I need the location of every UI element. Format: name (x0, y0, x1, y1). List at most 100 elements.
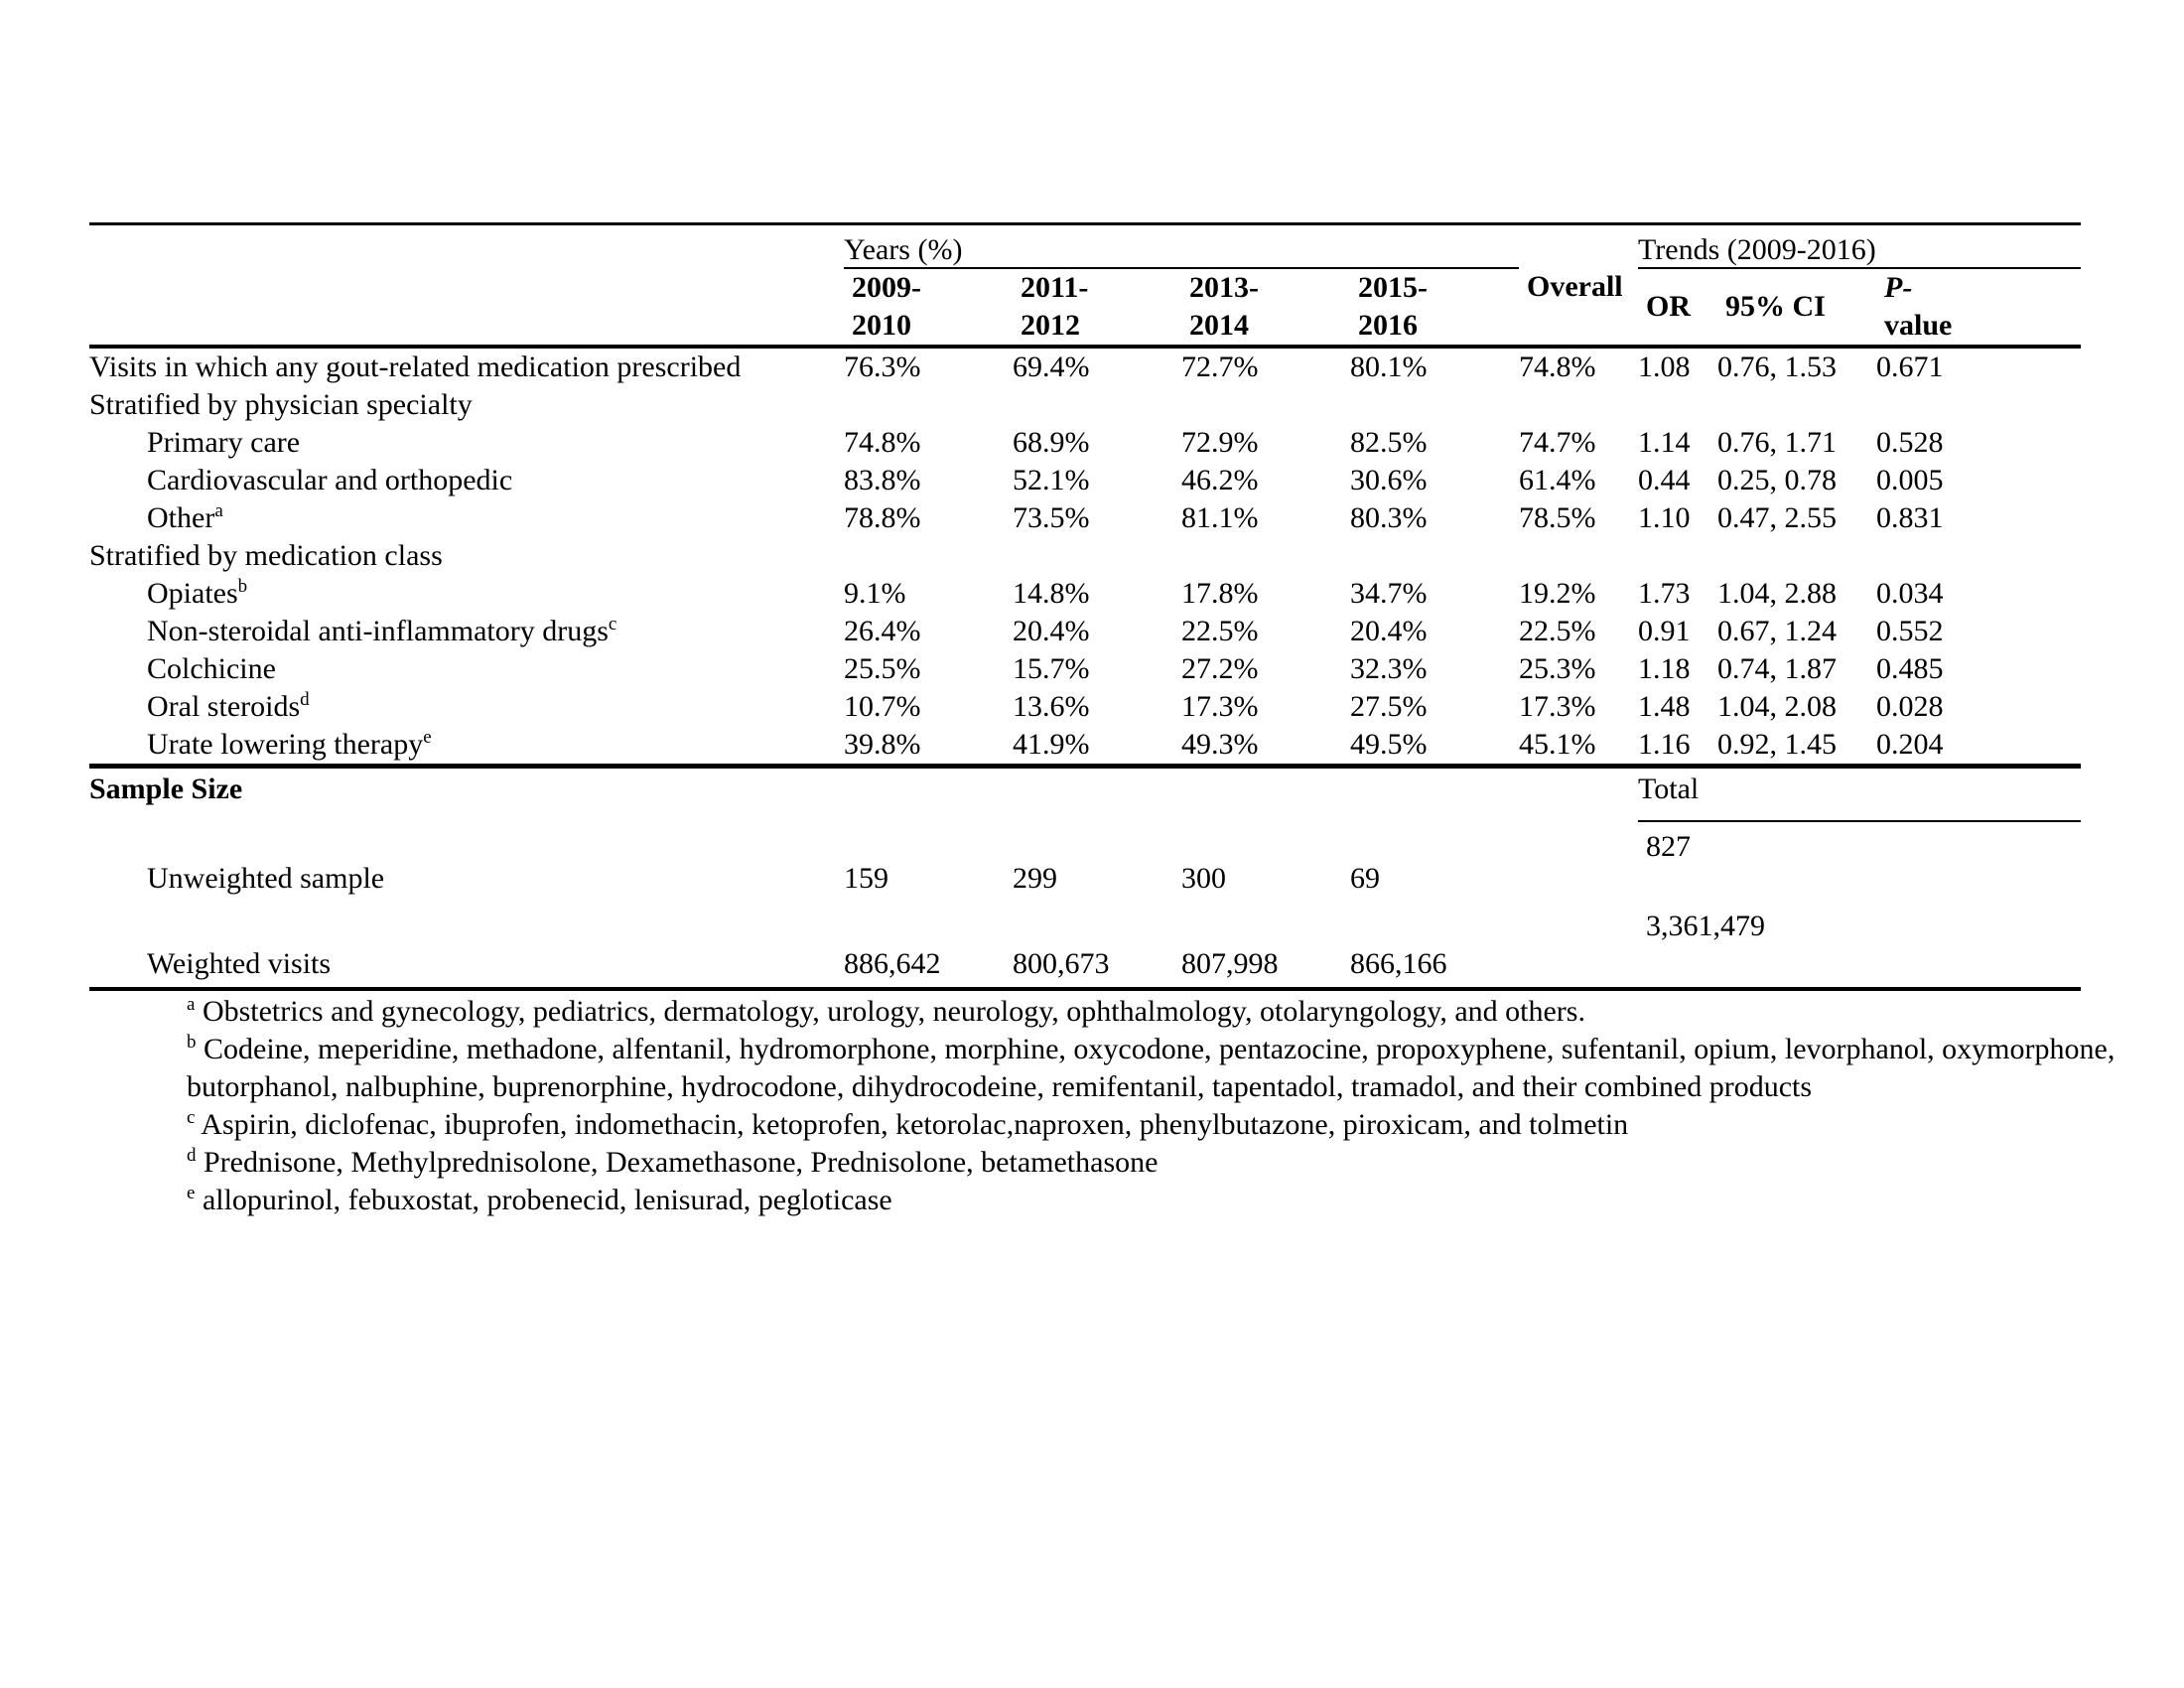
value-cell: 17.3% (1519, 690, 1596, 723)
spacer-cell (1519, 224, 1638, 269)
value-cell: 83.8% (844, 464, 921, 496)
value-cell: 25.3% (1519, 652, 1596, 685)
year-bottom: 2010 (852, 309, 911, 342)
value-cell: 1.73 (1638, 577, 1691, 610)
corner-cell (89, 268, 844, 349)
value-cell (1519, 902, 1638, 991)
value-cell (1876, 537, 2081, 575)
total-value: 3,361,479 (1638, 902, 2082, 991)
row-label: Non-steroidal anti-inflammatory drugsc (89, 613, 844, 650)
value-cell: 0.92, 1.45 (1717, 726, 1876, 769)
row-label-text: Non-steroidal anti-inflammatory drugs (147, 615, 609, 647)
value-cell (1519, 821, 1638, 902)
row-label: Visits in which any gout-related medicat… (89, 347, 844, 386)
value-cell: 1.04, 2.08 (1717, 690, 1837, 723)
value-cell: 1.04, 2.88 (1717, 577, 1837, 610)
years-group-header: Years (%) (844, 223, 1519, 269)
row-label: Othera (89, 499, 844, 537)
value-cell (1181, 386, 1350, 424)
footnote-marker: e (187, 1183, 196, 1203)
value-cell: 73.5% (1013, 501, 1090, 534)
value-cell: 32.3% (1350, 652, 1428, 685)
value-cell: 19.2% (1519, 577, 1596, 610)
footnote-text: Prednisone, Methylprednisolone, Dexameth… (204, 1146, 1159, 1179)
value-cell: 1.08 (1638, 351, 1691, 383)
value-cell: 76.3% (844, 351, 921, 383)
value-cell: 0.76, 1.71 (1717, 426, 1837, 459)
footnote-a: a Obstetrics and gynecology, pediatrics,… (187, 993, 2137, 1031)
table-row: Othera 78.8% 73.5% 81.1% 80.3% 78.5% 1.1… (89, 499, 2081, 537)
value-cell: 800,673 (1013, 902, 1181, 991)
footnote-marker: a (187, 994, 196, 1015)
value-cell (1350, 537, 1519, 575)
row-label: Opiatesb (89, 575, 844, 613)
value-cell: 74.8% (844, 426, 921, 459)
value-cell (1638, 386, 1717, 424)
col-header-p-value: P- value (1876, 268, 2082, 349)
row-label-text: Stratified by physician specialty (89, 388, 473, 421)
row-label: Unweighted sample (147, 862, 385, 895)
value-cell: 26.4% (844, 615, 921, 647)
value-cell: 20.4% (1350, 615, 1428, 647)
value-cell: 69 (1350, 862, 1380, 895)
footnote-b: b Codeine, meperidine, methadone, alfent… (187, 1031, 2137, 1106)
col-header-95ci: 95% CI (1717, 268, 1876, 349)
row-label: Primary care (89, 424, 844, 462)
value-cell: 866,166 (1350, 902, 1519, 991)
footnote-marker: c (187, 1107, 196, 1128)
table-row: Stratified by physician specialty (89, 386, 2081, 424)
value-cell: 17.3% (1181, 690, 1259, 723)
value-cell: 886,642 (844, 902, 1013, 991)
value-cell: 49.5% (1350, 726, 1519, 769)
value-cell (1013, 537, 1181, 575)
value-cell: 52.1% (1013, 464, 1090, 496)
value-cell: 41.9% (1013, 726, 1181, 769)
value-cell (844, 537, 1013, 575)
value-cell: 61.4% (1519, 464, 1596, 496)
value-cell: 17.8% (1181, 577, 1259, 610)
value-cell: 81.1% (1181, 501, 1259, 534)
value-cell: 0.552 (1876, 615, 1944, 647)
footnote-c: c Aspirin, diclofenac, ibuprofen, indome… (187, 1106, 2137, 1144)
col-header-or: OR (1638, 268, 1717, 349)
row-label-text: Stratified by medication class (89, 539, 443, 572)
footnote-marker: b (187, 1032, 197, 1053)
value-cell (1350, 386, 1519, 424)
value-cell (1519, 537, 1638, 575)
row-label: Weighted visits (89, 902, 844, 991)
value-cell: 159 (844, 862, 888, 895)
value-cell: 1.18 (1638, 652, 1691, 685)
year-top: 2013- (1189, 271, 1259, 304)
value-cell (1876, 386, 2081, 424)
value-cell: 80.3% (1350, 501, 1428, 534)
footnote-e: e allopurinol, febuxostat, probenecid, l… (187, 1182, 2137, 1219)
footnote-d: d Prednisone, Methylprednisolone, Dexame… (187, 1144, 2137, 1182)
value-cell: 72.9% (1181, 426, 1259, 459)
value-cell: 0.028 (1876, 690, 1944, 723)
spacer-cell (844, 767, 1638, 822)
value-cell: 0.485 (1876, 652, 1944, 685)
table-row: Opiatesb 9.1% 14.8% 17.8% 34.7% 19.2% 1.… (89, 575, 2081, 613)
table-row: Non-steroidal anti-inflammatory drugsc 2… (89, 613, 2081, 650)
value-cell: 45.1% (1519, 726, 1638, 769)
row-label: Urate lowering therapye (89, 726, 844, 769)
sample-row-weighted: Weighted visits 886,642 800,673 807,998 … (89, 902, 2082, 991)
value-cell: 82.5% (1350, 426, 1428, 459)
value-cell: 49.3% (1181, 726, 1350, 769)
value-cell: 14.8% (1013, 577, 1090, 610)
table-row: Oral steroidsd 10.7% 13.6% 17.3% 27.5% 1… (89, 688, 2081, 726)
value-cell: 0.204 (1876, 726, 2082, 769)
value-cell: 1.14 (1638, 426, 1691, 459)
value-cell: 1.16 (1638, 726, 1717, 769)
value-cell: 34.7% (1350, 577, 1428, 610)
value-cell: 10.7% (844, 690, 921, 723)
row-label-text: Urate lowering therapy (147, 728, 424, 761)
value-cell: 300 (1181, 862, 1226, 895)
value-cell (844, 386, 1013, 424)
total-header: Total (1638, 766, 2082, 822)
row-label: Oral steroidsd (89, 688, 844, 726)
value-cell: 80.1% (1350, 351, 1428, 383)
footnote-marker: a (214, 500, 223, 521)
value-cell (1717, 537, 1876, 575)
table-row: Urate lowering therapye 39.8% 41.9% 49.3… (89, 726, 2082, 769)
